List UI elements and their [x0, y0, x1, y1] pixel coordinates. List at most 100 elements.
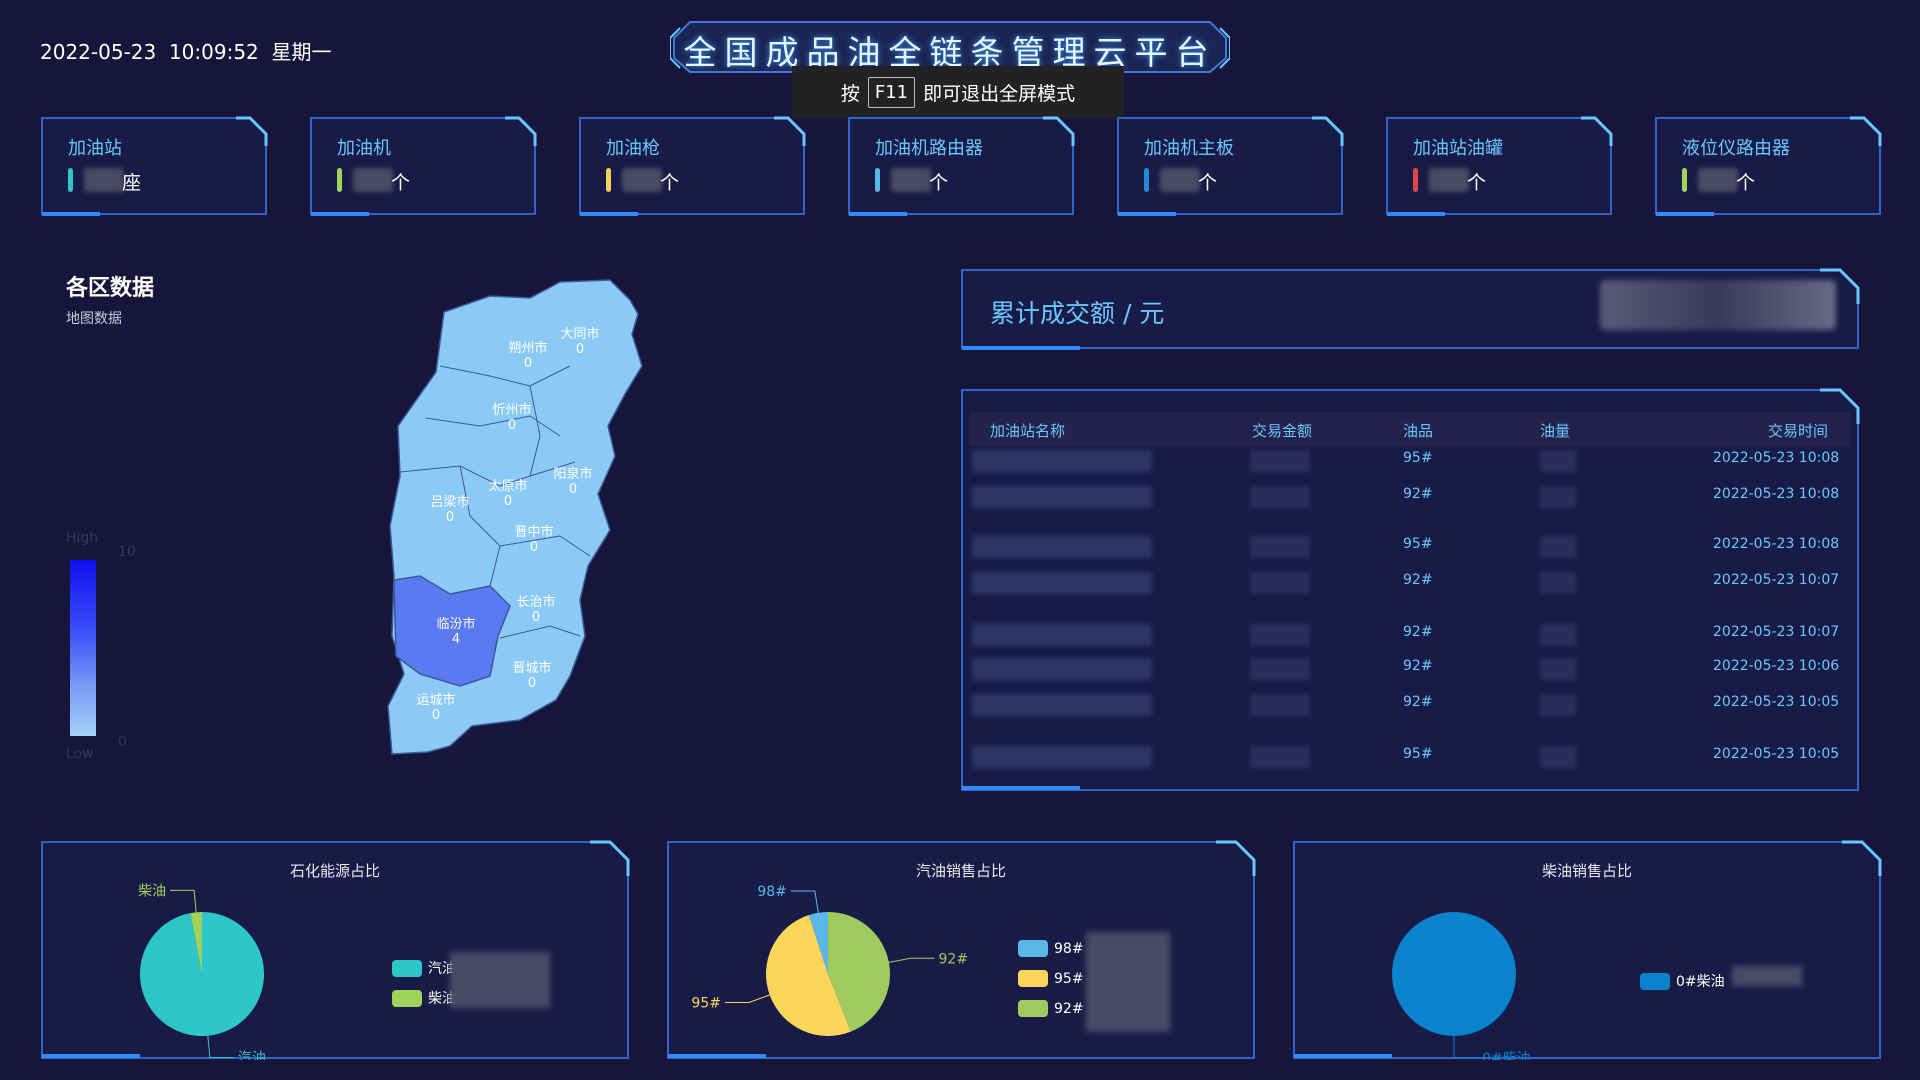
map-region-linfen[interactable] — [393, 575, 511, 687]
legend-label: 柴油 — [428, 991, 456, 1007]
volume-redacted — [1540, 536, 1576, 558]
table-frame — [961, 388, 1860, 791]
pie-slice[interactable] — [1392, 912, 1516, 1036]
oil-cell: 92# — [1403, 572, 1433, 588]
map-city-name: 忻州市 — [492, 402, 531, 418]
volume-redacted — [1540, 694, 1576, 716]
pie-slice[interactable] — [828, 912, 890, 1032]
legend-item[interactable]: 92# — [1018, 1000, 1084, 1017]
pie-slice[interactable] — [190, 912, 202, 974]
pie-panel: 汽油销售占比 92# 95# 98# 98# 95# 92# — [666, 840, 1256, 1060]
table-row[interactable]: 92# 2022-05-23 10:07 — [960, 572, 1860, 594]
stat-card-indicator — [875, 168, 880, 192]
stat-card-unit: 个 — [391, 172, 411, 194]
volume-redacted — [1540, 572, 1576, 594]
legend-values-redacted — [1086, 932, 1170, 1032]
station-name-redacted — [972, 624, 1152, 646]
legend-item[interactable]: 0#柴油 — [1640, 971, 1725, 991]
stat-card-unit: 个 — [929, 172, 949, 194]
map-city-name: 大同市 — [560, 326, 599, 342]
map-city-value: 0 — [569, 482, 577, 497]
visual-map-low: Low — [66, 746, 94, 762]
stat-card-value-redacted — [1429, 168, 1469, 192]
stat-card-value-redacted — [1160, 168, 1200, 192]
pie-slice-label: 92# — [939, 951, 969, 967]
station-name-redacted — [972, 746, 1152, 768]
pie-chart[interactable]: 92# 95# 98# — [666, 840, 1256, 1060]
legend-item[interactable]: 柴油 — [392, 988, 456, 1008]
region-subtitle: 地图数据 — [66, 311, 122, 327]
stat-card-unit: 座 — [122, 172, 142, 194]
legend-swatch — [1018, 1000, 1048, 1017]
pie-slice[interactable] — [808, 912, 828, 974]
legend-label: 92# — [1054, 1000, 1084, 1017]
table-row[interactable]: 92# 2022-05-23 10:06 — [960, 658, 1860, 680]
time-cell: 2022-05-23 10:07 — [1713, 572, 1840, 588]
legend-item[interactable]: 98# — [1018, 940, 1084, 957]
oil-cell: 95# — [1403, 450, 1433, 466]
pie-label-line — [724, 994, 770, 1003]
pie-title: 柴油销售占比 — [1541, 862, 1632, 880]
map-city-value: 0 — [576, 342, 584, 357]
table-row[interactable]: 95# 2022-05-23 10:05 — [960, 746, 1860, 768]
pie-slice[interactable] — [766, 915, 851, 1036]
visual-map[interactable]: High 10 0 Low — [60, 530, 150, 770]
column-header-oil: 油品 — [1403, 422, 1434, 440]
volume-redacted — [1540, 658, 1576, 680]
map-city-value: 0 — [446, 510, 454, 525]
pie-label-line — [790, 890, 819, 913]
oil-cell: 92# — [1403, 658, 1433, 674]
amount-redacted — [1250, 536, 1310, 558]
time-cell: 2022-05-23 10:08 — [1713, 450, 1840, 466]
volume-redacted — [1540, 486, 1576, 508]
amount-redacted — [1250, 450, 1310, 472]
table-header — [970, 412, 1850, 446]
toast-key: F11 — [867, 76, 916, 108]
amount-redacted — [1250, 658, 1310, 680]
legend-swatch — [1018, 940, 1048, 957]
map-city-name: 临汾市 — [436, 616, 475, 632]
stat-card-frame — [310, 116, 537, 216]
toast-prefix: 按 — [840, 82, 860, 105]
visual-map-high: High — [66, 530, 99, 546]
stat-card-label: 液位仪路由器 — [1682, 138, 1790, 159]
total-amount-panel: 累计成交额 / 元 — [960, 268, 1860, 350]
stat-card-value-redacted — [622, 168, 662, 192]
stat-card-frame — [1655, 116, 1882, 216]
station-name-redacted — [972, 694, 1152, 716]
table-row[interactable]: 92# 2022-05-23 10:05 — [960, 694, 1860, 716]
amount-redacted — [1250, 624, 1310, 646]
map-city-name: 朔州市 — [508, 340, 547, 356]
title-frame — [670, 21, 1230, 73]
table-row[interactable]: 95# 2022-05-23 10:08 — [960, 450, 1860, 472]
table-row[interactable]: 95# 2022-05-23 10:08 — [960, 536, 1860, 558]
legend-item[interactable]: 汽油 — [392, 958, 456, 978]
map-city-name: 长治市 — [516, 594, 555, 610]
station-name-redacted — [972, 572, 1152, 594]
table-row[interactable]: 92# 2022-05-23 10:08 — [960, 486, 1860, 508]
province-map[interactable]: 大同市0朔州市0忻州市0阳泉市0太原市0吕梁市0晋中市0长治市0临汾市4晋城市0… — [380, 276, 650, 766]
pie-label-line — [170, 889, 197, 913]
station-name-redacted — [972, 536, 1152, 558]
visual-map-gradient[interactable] — [70, 560, 96, 736]
stat-card-value-redacted — [1698, 168, 1738, 192]
legend-values-redacted — [1732, 966, 1802, 986]
amount-redacted — [1250, 572, 1310, 594]
stat-card-label: 加油机路由器 — [875, 138, 983, 159]
table-row[interactable]: 92# 2022-05-23 10:07 — [960, 624, 1860, 646]
pie-chart[interactable]: 0#柴油 — [1292, 840, 1882, 1060]
stat-card: 加油机个 — [309, 116, 537, 216]
oil-cell: 95# — [1403, 536, 1433, 552]
stat-card-indicator — [1682, 168, 1687, 192]
stat-card-indicator — [1413, 168, 1418, 192]
transaction-table[interactable]: 加油站名称 交易金额 油品 油量 交易时间 95# 2022-05-23 10:0… — [960, 388, 1860, 792]
stat-card-frame — [41, 116, 268, 216]
volume-redacted — [1540, 746, 1576, 768]
map-city-name: 运城市 — [416, 692, 455, 708]
map-city-value: 0 — [524, 356, 532, 371]
pie-slice[interactable] — [139, 912, 264, 1036]
amount-redacted — [1250, 694, 1310, 716]
legend-item[interactable]: 95# — [1018, 970, 1084, 987]
column-header-time: 交易时间 — [1768, 422, 1829, 440]
